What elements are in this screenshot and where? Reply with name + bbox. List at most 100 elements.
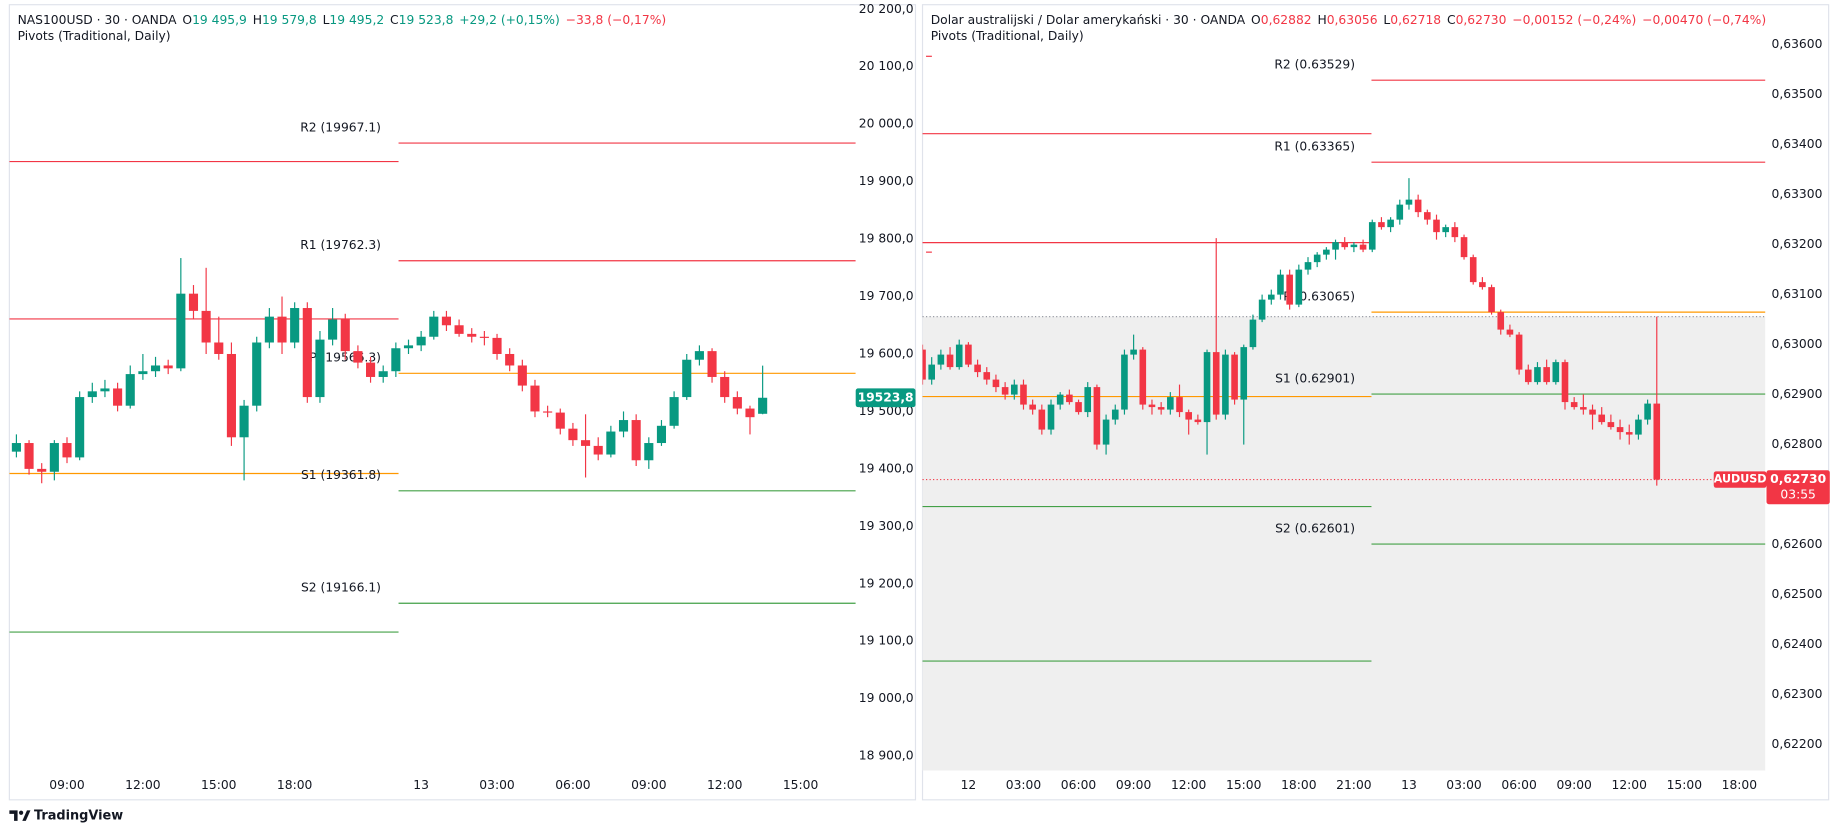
candle-body: [429, 316, 439, 337]
y-tick-label: 0,63600: [1772, 37, 1823, 51]
candle-body: [1258, 299, 1266, 320]
x-tick-label: 03:00: [479, 778, 514, 792]
pivot-label: S2 (0.62601): [1275, 521, 1355, 535]
candle-body: [1616, 427, 1624, 433]
y-tick-label: 0,62200: [1772, 737, 1823, 751]
candle-body: [1295, 269, 1303, 305]
candle-body: [1625, 432, 1633, 435]
pivot-label: S1 (0.62901): [1275, 371, 1355, 385]
candle-body: [214, 342, 224, 354]
candle-body: [1313, 254, 1321, 263]
y-tick-label: 19 000,0: [859, 691, 914, 705]
candle-body: [1020, 384, 1027, 405]
candle-body: [593, 445, 603, 455]
candle-body: [1607, 422, 1615, 428]
candle-body: [1341, 242, 1349, 248]
y-tick-label: 0,63100: [1772, 287, 1823, 301]
pivot-label: S2 (19166.1): [301, 581, 381, 595]
logo[interactable]: TradingView: [9, 809, 123, 824]
x-tick-label: 06:00: [1061, 778, 1096, 792]
price-tag: [1766, 470, 1830, 505]
candle-body: [1534, 367, 1541, 383]
candle-body: [1524, 369, 1532, 383]
candle-body: [492, 337, 502, 354]
candle-body: [340, 319, 350, 352]
x-tick-label: 09:00: [1556, 778, 1591, 792]
candle-body: [1497, 312, 1505, 330]
chart-subtitle: Pivots (Traditional, Daily): [18, 29, 171, 43]
x-tick-label: 15:00: [201, 778, 236, 792]
price-tag-text: 0,62730: [1770, 472, 1826, 486]
candle-body: [1350, 244, 1358, 248]
candle-body: [264, 316, 274, 343]
panel-left: [8, 4, 917, 801]
x-tick-label: 12: [961, 778, 977, 792]
candle-body: [239, 405, 249, 438]
x-tick-label: 15:00: [1667, 778, 1702, 792]
y-tick-label: 19 900,0: [859, 174, 914, 188]
candle-body: [1635, 419, 1642, 435]
x-tick-label: 18:00: [1281, 778, 1316, 792]
x-tick-label: 13: [1401, 778, 1417, 792]
candle-body: [11, 443, 21, 452]
candle-body: [974, 364, 981, 373]
candle-body: [1304, 262, 1312, 270]
candle-body: [1469, 257, 1477, 283]
x-tick-label: 03:00: [1446, 778, 1481, 792]
candle-body: [758, 397, 768, 414]
candle-body: [1010, 384, 1018, 395]
legend-key: C: [390, 12, 399, 26]
candle-body: [1111, 409, 1119, 420]
candle-body: [163, 365, 173, 369]
candle-body: [138, 371, 148, 375]
candle-body: [1653, 403, 1661, 480]
countdown: 03:55: [1780, 487, 1815, 501]
x-tick-label: 12:00: [125, 778, 160, 792]
y-tick-label: 0,62300: [1772, 687, 1823, 701]
y-tick-label: 19 500,0: [859, 404, 914, 418]
candle-body: [150, 365, 161, 372]
candle-body: [125, 374, 135, 406]
footer-brand: TradingView: [34, 809, 123, 824]
candle-body: [745, 408, 755, 418]
candle-body: [644, 443, 654, 461]
candle-body: [1414, 199, 1422, 213]
legend-value: 0,62718: [1390, 12, 1441, 26]
y-tick-label: 0,63500: [1772, 87, 1823, 101]
candle-body: [682, 359, 692, 398]
candle-body: [505, 353, 515, 366]
legend-value: −0,00470 (−0,74%): [1642, 12, 1766, 26]
legend-value: 19 579,8: [262, 12, 317, 26]
pivot-label: R1 (19762.3): [300, 238, 381, 252]
candle-body: [1323, 249, 1330, 255]
y-tick-label: 0,62900: [1772, 387, 1823, 401]
y-tick-label: 0,63000: [1772, 337, 1823, 351]
candle-body: [1038, 409, 1046, 430]
y-tick-label: 19 400,0: [859, 461, 914, 475]
candle-body: [1368, 222, 1376, 250]
candle-body: [1359, 244, 1367, 250]
legend-value: 19 495,2: [329, 12, 384, 26]
y-tick-label: 0,62400: [1772, 637, 1823, 651]
candle-body: [1451, 227, 1459, 238]
candle-body: [290, 308, 300, 343]
symbol-tag: [1713, 471, 1767, 488]
candle-body: [694, 351, 704, 360]
candle-body: [1130, 349, 1137, 355]
x-tick-label: 13: [413, 778, 429, 792]
pivot-label: P (0.63065): [1283, 289, 1355, 303]
candle-body: [922, 349, 926, 380]
pivot-label: R2 (19967.1): [300, 120, 381, 134]
candle-body: [366, 362, 376, 377]
candle-body: [1378, 222, 1385, 228]
candle-body: [1277, 274, 1284, 295]
candle-body: [983, 372, 991, 380]
x-tick-label: 06:00: [555, 778, 590, 792]
candle-body: [1506, 329, 1514, 335]
candle-body: [946, 354, 954, 368]
candle-body: [1644, 403, 1651, 420]
candle-body: [965, 344, 972, 365]
candle-body: [606, 431, 616, 455]
y-tick-label: 19 700,0: [859, 289, 914, 303]
legend-key: L: [323, 12, 330, 26]
